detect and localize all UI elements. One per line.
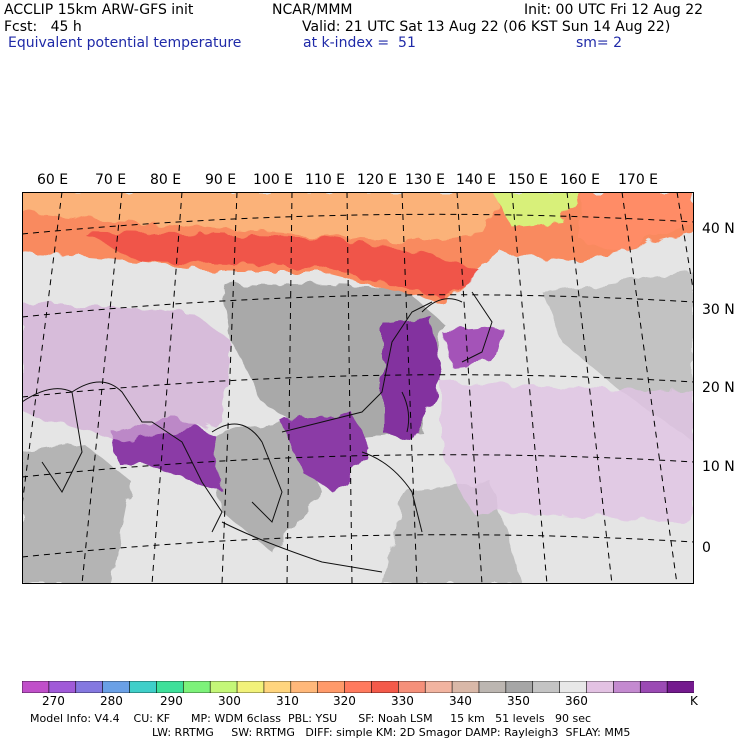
level-info: at k-index = 51 — [303, 35, 416, 51]
lon-label: 150 E — [508, 172, 549, 188]
field-orange-east — [582, 192, 694, 252]
colorbar-tick-label: 300 — [218, 694, 241, 708]
lon-label: 70 E — [95, 172, 127, 188]
lat-label: 0 — [702, 540, 711, 556]
lat-label: 20 N — [702, 380, 735, 396]
field-lilac-india — [22, 302, 232, 442]
colorbar-tick-label: 280 — [100, 694, 123, 708]
lon-label: 80 E — [150, 172, 182, 188]
colorbar-swatch — [129, 681, 158, 693]
colorbar-swatch — [22, 681, 50, 693]
colorbar-tick-label: 360 — [565, 694, 588, 708]
colorbar-swatch — [505, 681, 534, 693]
coastlines — [22, 291, 493, 573]
field-lilac-pacific — [442, 382, 694, 522]
valid-time: Valid: 21 UTC Sat 13 Aug 22 (06 KST Sun … — [302, 19, 671, 35]
colorbar-tick-label: 320 — [333, 694, 356, 708]
colorbar-swatch — [290, 681, 319, 693]
colorbar-swatch — [639, 681, 668, 693]
lon-label: 160 E — [560, 172, 601, 188]
field-gray-arabian — [22, 442, 132, 584]
lon-label: 60 E — [37, 172, 69, 188]
model-info-line2: LW: RRTMG SW: RRTMG DIFF: simple KM: 2D … — [152, 726, 631, 739]
model-title: ACCLIP 15km ARW-GFS init — [4, 2, 194, 18]
colorbar-swatch — [156, 681, 185, 693]
field-purple-east-china — [382, 317, 442, 442]
colorbar-tick-label: 310 — [276, 694, 299, 708]
colorbar-swatch — [209, 681, 238, 693]
colorbar-swatch — [102, 681, 131, 693]
colorbar-tick-label: 330 — [391, 694, 414, 708]
field-gray-indochina — [212, 422, 322, 552]
lon-label: 130 E — [405, 172, 446, 188]
colorbar-swatch — [371, 681, 400, 693]
lon-label: 120 E — [357, 172, 398, 188]
colorbar-swatch — [478, 681, 507, 693]
colorbar-swatch — [344, 681, 373, 693]
colorbar-swatch — [317, 681, 346, 693]
lon-label: 90 E — [205, 172, 237, 188]
field-red-band — [82, 232, 482, 297]
colorbar-swatch — [398, 681, 427, 693]
colorbar-swatch — [182, 681, 211, 693]
forecast-hour: Fcst: 45 h — [4, 19, 82, 35]
colorbar-swatch — [559, 681, 588, 693]
colorbar-swatch — [236, 681, 265, 693]
lon-label: 100 E — [253, 172, 294, 188]
colorbar-unit: K — [690, 694, 698, 708]
field-purple-scs — [282, 412, 372, 492]
lon-label: 170 E — [618, 172, 659, 188]
field-light-orange-north — [22, 192, 502, 242]
lon-label: 140 E — [456, 172, 497, 188]
field-name: Equivalent potential temperature — [8, 35, 242, 51]
graticule — [22, 192, 694, 584]
lat-label: 30 N — [702, 302, 735, 318]
lat-label: 40 N — [702, 221, 735, 237]
org-label: NCAR/MMM — [272, 2, 353, 18]
colorbar-swatch — [263, 681, 292, 693]
lon-label: 110 E — [305, 172, 346, 188]
colorbar-swatch — [666, 681, 694, 693]
colorbar-tick-label: 350 — [507, 694, 530, 708]
colorbar-tick-label: 270 — [42, 694, 65, 708]
colorbar-swatch — [586, 681, 615, 693]
colorbar-swatch — [451, 681, 480, 693]
smoothing-info: sm= 2 — [576, 35, 623, 51]
colorbar-swatch — [75, 681, 104, 693]
colorbar-swatch — [48, 681, 77, 693]
colorbar-swatch — [424, 681, 453, 693]
colorbar — [22, 681, 694, 693]
map-frame — [22, 192, 694, 584]
map-canvas[interactable] — [22, 192, 694, 584]
colorbar-tick-label: 290 — [160, 694, 183, 708]
lat-label: 10 N — [702, 459, 735, 475]
model-info-line1: Model Info: V4.4 CU: KF MP: WDM 6class P… — [30, 712, 592, 725]
colorbar-tick-label: 340 — [449, 694, 472, 708]
colorbar-swatch — [613, 681, 642, 693]
init-time: Init: 00 UTC Fri 12 Aug 22 — [524, 2, 704, 18]
colorbar-swatch — [532, 681, 561, 693]
